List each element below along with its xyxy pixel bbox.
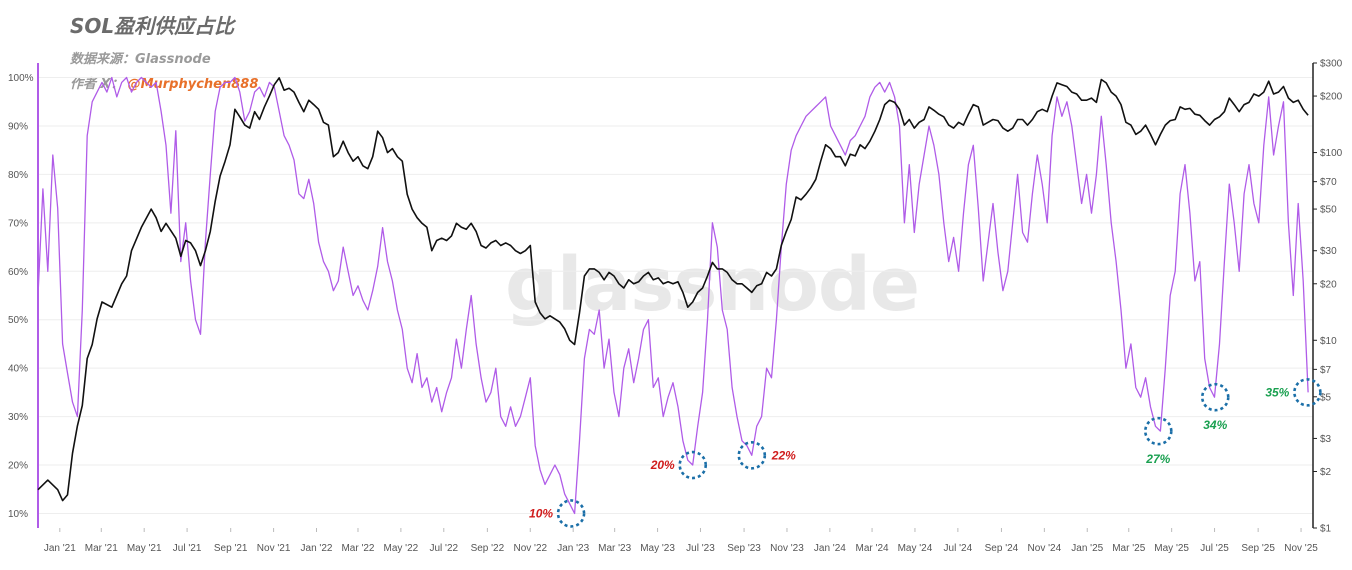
- y-left-tick-label: 70%: [8, 218, 28, 229]
- x-tick-label: May '25: [1154, 543, 1189, 554]
- y-left-tick-label: 60%: [8, 267, 28, 278]
- x-tick-label: Nov '23: [770, 543, 804, 554]
- glassnode-watermark: glassnode: [505, 242, 920, 328]
- x-tick-label: Nov '24: [1028, 543, 1062, 554]
- x-tick-label: Jul '21: [173, 543, 202, 554]
- y-right-tick-label: $70: [1320, 177, 1337, 188]
- annotation-circle: [1293, 378, 1322, 407]
- y-right-tick-label: $200: [1320, 92, 1343, 103]
- annotation-circle: [1200, 382, 1230, 412]
- x-tick-label: Mar '24: [856, 543, 889, 554]
- x-tick-label: Jul '23: [686, 543, 715, 554]
- x-tick-label: Jan '21: [44, 543, 76, 554]
- x-tick-label: Jul '24: [944, 543, 973, 554]
- y-left-tick-label: 30%: [8, 412, 28, 423]
- y-left-tick-label: 100%: [8, 73, 34, 84]
- annotation-label: 34%: [1203, 418, 1227, 432]
- y-right-tick-label: $2: [1320, 467, 1332, 478]
- annotation-label: 27%: [1145, 452, 1170, 466]
- x-tick-label: Mar '23: [598, 543, 631, 554]
- annotation-label: 22%: [771, 448, 796, 462]
- y-right-tick-label: $300: [1320, 59, 1343, 70]
- annotation-label: 10%: [529, 506, 553, 520]
- x-tick-label: May '24: [898, 543, 933, 554]
- x-tick-label: Jul '22: [429, 543, 458, 554]
- y-right-tick-label: $5: [1320, 392, 1332, 403]
- x-tick-label: Sep '23: [727, 543, 761, 554]
- y-right-tick-label: $100: [1320, 148, 1343, 159]
- annotation-label: 20%: [650, 458, 675, 472]
- y-right-tick-label: $7: [1320, 365, 1332, 376]
- annotation-circle: [1143, 416, 1173, 446]
- y-left-tick-label: 50%: [8, 315, 28, 326]
- grid-lines: [38, 77, 1313, 514]
- x-tick-label: Sep '24: [985, 543, 1019, 554]
- x-tick-label: Jan '23: [557, 543, 589, 554]
- x-tick-label: Jan '25: [1071, 543, 1103, 554]
- x-tick-label: Mar '22: [341, 543, 374, 554]
- y-left-tick-label: 20%: [8, 461, 28, 472]
- x-tick-label: May '23: [640, 543, 675, 554]
- y-right-tick-label: $50: [1320, 205, 1337, 216]
- x-tick-label: Sep '25: [1241, 543, 1275, 554]
- annotation-circle: [737, 441, 767, 470]
- chart-title: SOL盈利供应占比: [70, 14, 235, 38]
- x-tick-label: Jan '22: [301, 543, 333, 554]
- annotation-circle: [678, 450, 708, 480]
- x-tick-label: Nov '21: [257, 543, 291, 554]
- series-percent-supply-in-profit: [37, 76, 1309, 515]
- x-tick-label: Sep '21: [214, 543, 248, 554]
- y-left-tick-label: 40%: [8, 364, 28, 375]
- y-left-tick-label: 80%: [8, 170, 28, 181]
- y-right-tick-label: $20: [1320, 279, 1337, 290]
- axes: 10% 20% 30% 40% 50% 60% 70% 80% 90% 100% $1 $2 $3 $5 $…: [8, 59, 1343, 555]
- annotation-label: 35%: [1265, 385, 1289, 399]
- series-layer: [37, 76, 1309, 515]
- author-handle[interactable]: @Murphychen888: [127, 77, 259, 92]
- annotation-layer: 10% 20% 22% 27% 34% 35%: [529, 378, 1322, 528]
- x-tick-label: Nov '25: [1284, 543, 1318, 554]
- annotation-circle: [556, 499, 586, 528]
- y-right-tick-label: $3: [1320, 434, 1332, 445]
- y-right-tick-label: $1: [1320, 524, 1332, 535]
- x-tick-label: Nov '22: [513, 543, 547, 554]
- y-left-tick-label: 10%: [8, 509, 28, 520]
- x-tick-label: Mar '21: [85, 543, 118, 554]
- x-tick-label: Mar '25: [1112, 543, 1145, 554]
- x-tick-label: Jan '24: [814, 543, 846, 554]
- x-tick-label: May '21: [127, 543, 162, 554]
- x-tick-label: Jul '25: [1200, 543, 1229, 554]
- data-source-label: 数据来源：Glassnode: [70, 52, 211, 67]
- y-left-tick-label: 90%: [8, 121, 28, 132]
- y-right-tick-label: $10: [1320, 336, 1337, 347]
- y-right-tick-label: $30: [1320, 246, 1337, 257]
- x-tick-label: Sep '22: [471, 543, 505, 554]
- series-sol-price: [37, 77, 1309, 502]
- x-tick-label: May '22: [384, 543, 419, 554]
